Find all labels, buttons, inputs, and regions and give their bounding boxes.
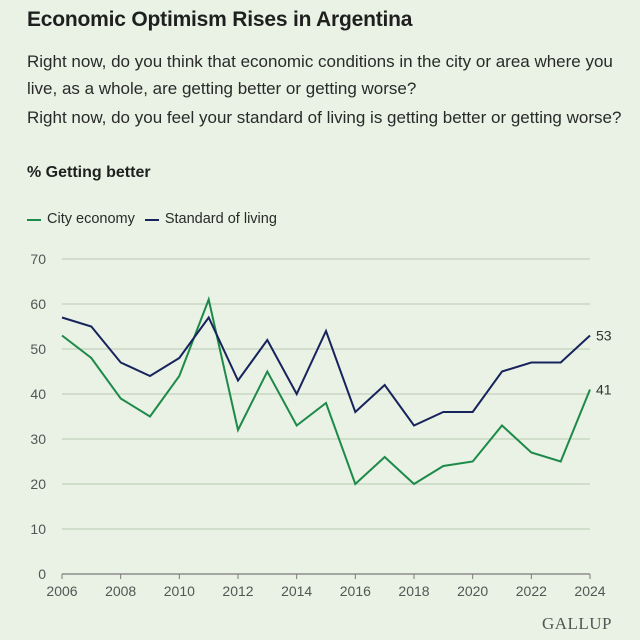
x-tick-label: 2008 xyxy=(105,583,136,599)
x-tick-label: 2006 xyxy=(46,583,77,599)
legend-item-standard-of-living: Standard of living xyxy=(144,211,277,227)
question-city-economy: Right now, do you think that economic co… xyxy=(27,52,613,98)
gallup-logo: GALLUP xyxy=(541,614,612,633)
y-tick-label: 0 xyxy=(38,566,46,582)
legend-item-city-economy: City economy xyxy=(27,211,135,227)
legend-label-city-economy: City economy xyxy=(47,211,135,227)
x-tick-label: 2022 xyxy=(516,583,547,599)
x-tick-label: 2016 xyxy=(340,583,371,599)
x-tick-label: 2014 xyxy=(281,583,312,599)
y-tick-label: 40 xyxy=(30,386,46,402)
series-line-city-economy xyxy=(61,296,591,486)
y-tick-label: 50 xyxy=(30,341,46,357)
y-tick-label: 30 xyxy=(30,431,46,447)
y-tick-label: 60 xyxy=(30,296,46,312)
legend: City economy Standard of living xyxy=(27,211,287,227)
x-tick-label: 2018 xyxy=(398,583,429,599)
legend-label-standard-of-living: Standard of living xyxy=(164,211,277,227)
end-label-city-economy: 41 xyxy=(596,382,612,398)
y-tick-label: 10 xyxy=(30,521,46,537)
x-tick-label: 2010 xyxy=(164,583,195,599)
y-tick-label: 70 xyxy=(30,251,46,267)
end-label-standard-of-living: 53 xyxy=(596,328,612,344)
x-tick-label: 2024 xyxy=(574,583,605,599)
series-line-standard-of-living xyxy=(61,315,591,427)
chart-title: Economic Optimism Rises in Argentina xyxy=(27,8,413,31)
legend-swatch-standard-of-living xyxy=(144,219,159,221)
y-tick-label: 20 xyxy=(30,476,46,492)
question-standard-of-living: Right now, do you feel your standard of … xyxy=(27,108,622,127)
legend-swatch-city-economy xyxy=(27,219,41,221)
chart-subtitle: % Getting better xyxy=(27,164,151,181)
x-tick-label: 2020 xyxy=(457,583,488,599)
x-tick-label: 2012 xyxy=(222,583,253,599)
